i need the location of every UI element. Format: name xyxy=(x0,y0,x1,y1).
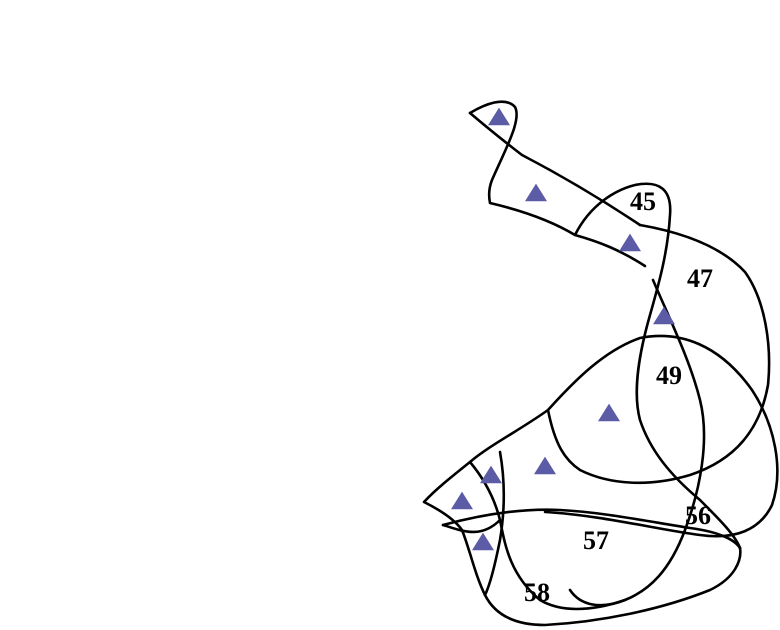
triangle-marker-icon xyxy=(619,233,641,252)
triangle-marker-icon xyxy=(472,532,494,551)
triangle-marker-icon xyxy=(525,183,547,202)
outline-lower-lobe xyxy=(422,408,742,627)
triangle-marker-icon xyxy=(488,107,510,126)
outline-curve-56-57 xyxy=(568,278,706,607)
triangle-marker-icon xyxy=(480,465,502,484)
outline-curve-47 xyxy=(546,223,771,485)
region-label-49: 49 xyxy=(656,361,682,390)
region-label-47: 47 xyxy=(687,264,713,293)
outline-inner-divider xyxy=(468,460,627,611)
outline-diagonal-divider xyxy=(441,518,502,534)
triangle-marker-icon xyxy=(598,403,620,422)
marker-group xyxy=(451,107,675,551)
outline-curve-49 xyxy=(543,334,779,538)
region-label-57: 57 xyxy=(583,526,609,555)
triangle-marker-icon xyxy=(534,456,556,475)
outline-curve-45 xyxy=(573,182,742,550)
region-label-56: 56 xyxy=(685,501,711,530)
outline-top-hook-edge xyxy=(468,111,642,227)
triangle-marker-icon xyxy=(653,306,675,325)
outline-top-hook xyxy=(468,100,647,268)
outline-vertical-divider xyxy=(483,450,506,597)
region-label-45: 45 xyxy=(630,187,656,216)
region-label-58: 58 xyxy=(524,578,550,607)
triangle-marker-icon xyxy=(451,491,473,510)
outline-cross-line xyxy=(441,508,742,550)
